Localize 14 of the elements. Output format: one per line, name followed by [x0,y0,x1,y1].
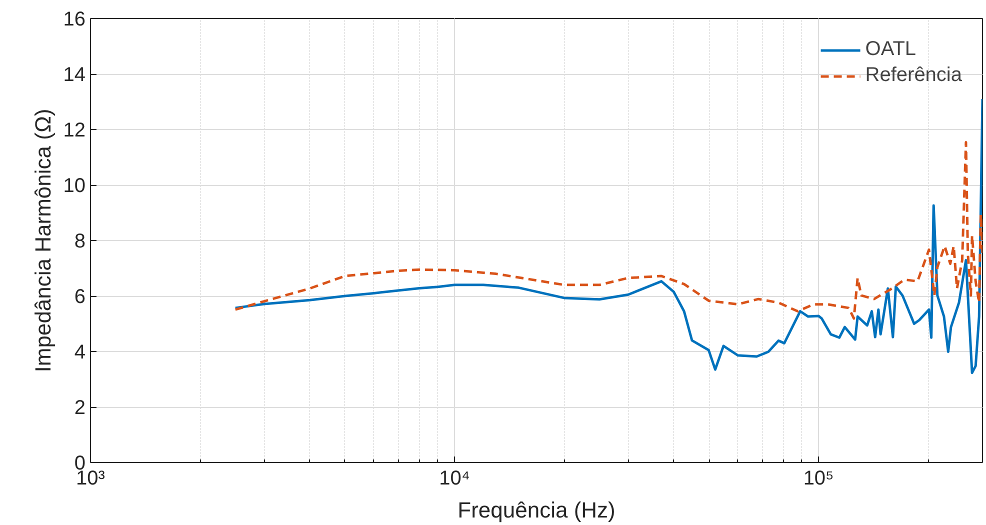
y-tick-label: 4 [74,342,86,364]
x-tick-label: 10⁵ [803,468,834,490]
y-tick-label: 14 [63,64,86,86]
y-tick-label: 8 [74,230,86,252]
legend-label: OATL [865,38,916,61]
y-tick-label: 10 [63,175,86,197]
x-tick-label: 10⁴ [439,468,470,490]
x-axis-title: Frequência (Hz) [458,498,616,522]
y-axis-title: Impedância Harmônica (Ω) [30,108,56,372]
y-tick-label: 2 [74,397,86,419]
y-tick-label: 6 [74,286,86,308]
y-tick-label: 12 [63,120,86,142]
y-tick-label: 16 [63,8,86,30]
legend-label: Referência [865,64,962,87]
